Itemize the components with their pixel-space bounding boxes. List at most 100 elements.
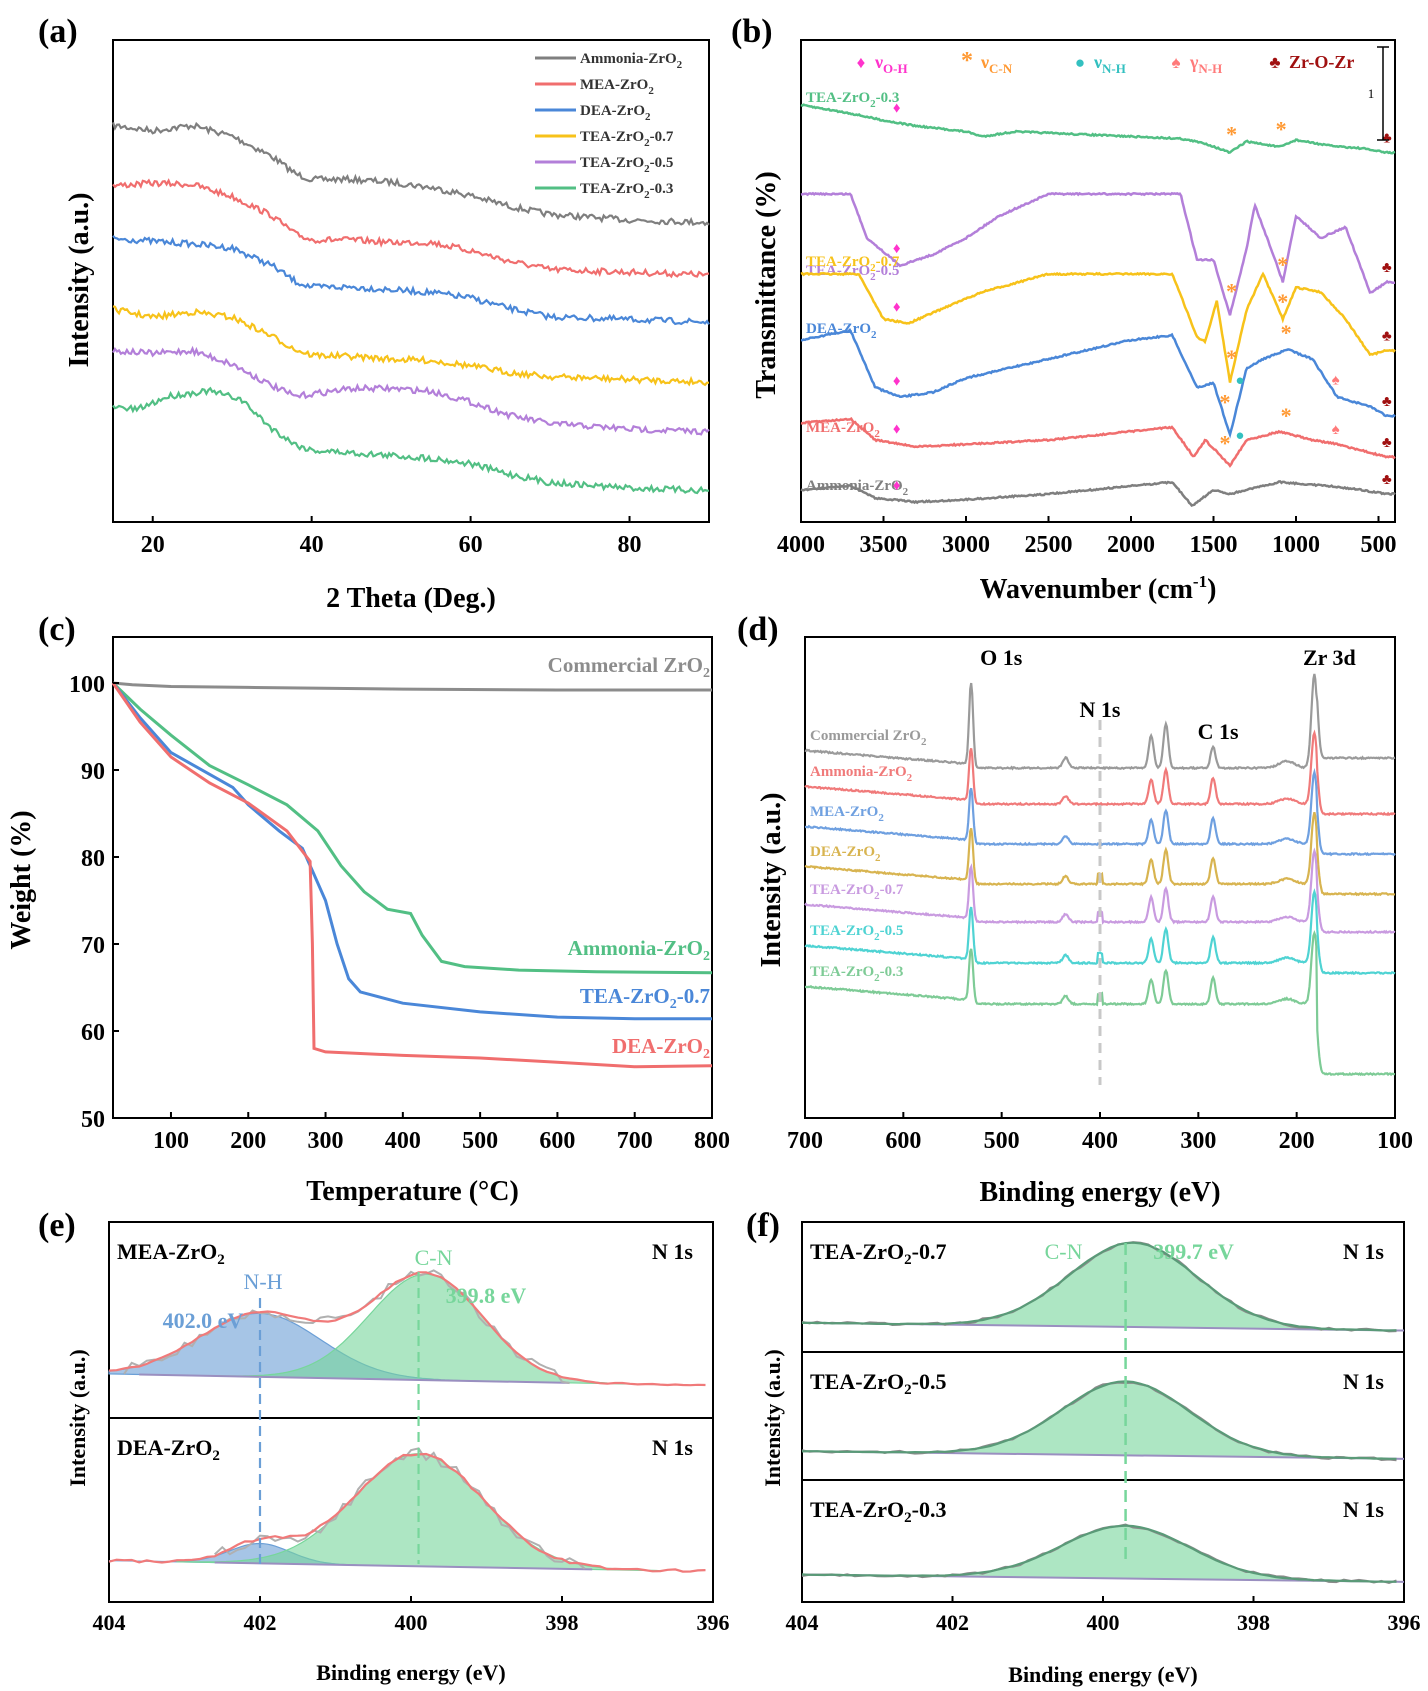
panel-label: (d)	[737, 611, 779, 648]
subplot-region-label: N 1s	[652, 1239, 693, 1264]
fit-envelope-line	[108, 1271, 706, 1387]
xps-survey-line	[804, 729, 1396, 817]
x-tick-label: 398	[546, 1610, 579, 1635]
scale-bar-label: 1	[1368, 86, 1375, 101]
legend-entry: νC-N	[980, 52, 1013, 76]
band-marker: *	[1277, 252, 1288, 277]
band-marker: ♦	[893, 422, 901, 438]
x-tick-label: 500	[984, 1128, 1020, 1154]
x-tick-label: 400	[1087, 1610, 1120, 1635]
subplot-sample-label: DEA-ZrO2	[117, 1435, 220, 1464]
tga-series-line	[111, 682, 713, 1069]
x-tick-label: 3500	[860, 532, 908, 558]
band-marker: ♣	[1382, 260, 1392, 276]
peak-annotation: C-N	[1045, 1239, 1083, 1264]
panel-label: (e)	[38, 1207, 76, 1244]
series-label: Ammonia-ZrO2	[806, 478, 909, 498]
xrd-series-line	[111, 121, 710, 227]
band-marker: ♦	[893, 478, 901, 494]
subplot-sample-label: TEA-ZrO2-0.5	[810, 1369, 946, 1398]
band-marker: *	[1220, 430, 1231, 455]
y-axis-title: Intensity (a.u.)	[64, 192, 95, 367]
peak-label: Zr 3d	[1303, 645, 1356, 670]
series-label: DEA-ZrO2	[810, 844, 881, 864]
y-tick-label: 70	[81, 933, 105, 959]
peak-annotation: C-N	[415, 1245, 453, 1270]
fit-envelope-line	[801, 1524, 1397, 1583]
series-label: TEA-ZrO2-0.7	[806, 254, 900, 274]
xrd-series-line	[112, 305, 709, 387]
band-marker: ♦	[893, 374, 901, 390]
x-axis-title: Binding energy (eV)	[1008, 1662, 1197, 1687]
series-label: TEA-ZrO2-0.7	[810, 882, 904, 902]
x-tick-label: 500	[462, 1128, 498, 1154]
ftir-series-line	[800, 191, 1395, 316]
x-tick-label: 400	[395, 1610, 428, 1635]
xrd-series-line	[112, 345, 710, 436]
y-axis-title: Weight (%)	[6, 810, 37, 949]
x-axis-title: Wavenumber (cm-1)	[980, 572, 1217, 605]
y-tick-label: 50	[81, 1107, 105, 1133]
band-marker: ●	[1235, 428, 1244, 444]
legend-symbol: ●	[1075, 53, 1085, 72]
subplot-sample-label: TEA-ZrO2-0.3	[810, 1497, 946, 1526]
x-axis-title: 2 Theta (Deg.)	[326, 583, 496, 614]
series-label: TEA-ZrO2-0.5	[810, 923, 903, 943]
x-axis-title: Temperature (°C)	[306, 1176, 519, 1207]
tga-series-line	[112, 681, 712, 692]
band-marker: ♣	[1382, 472, 1392, 488]
x-tick-label: 400	[1082, 1128, 1118, 1154]
x-tick-label: 3000	[942, 532, 990, 558]
peak-annotation: N-H	[243, 1269, 282, 1294]
band-marker: ♠	[1332, 422, 1340, 438]
x-tick-label: 400	[385, 1128, 421, 1154]
x-tick-label: 60	[459, 532, 483, 558]
panel-a-frame	[112, 39, 710, 523]
fit-envelope-line	[801, 1380, 1397, 1460]
legend-symbol: ♣	[1269, 53, 1280, 72]
series-label: MEA-ZrO2	[810, 804, 884, 824]
subplot-sample-label: TEA-ZrO2-0.7	[810, 1239, 946, 1268]
legend-entry: TEA-ZrO2-0.5	[580, 155, 673, 175]
subplot-region-label: N 1s	[1343, 1369, 1384, 1394]
x-tick-label: 300	[308, 1128, 344, 1154]
legend-entry: νN-H	[1093, 52, 1126, 76]
peak-energy-annotation: 399.8 eV	[446, 1283, 527, 1308]
band-marker: ♠	[1332, 372, 1340, 388]
peak-energy-annotation: 399.7 eV	[1153, 1239, 1234, 1264]
legend-symbol: ♠	[1171, 53, 1180, 72]
fitted-peak-area	[891, 1242, 1374, 1331]
band-marker: ♣	[1382, 131, 1392, 147]
peak-label: O 1s	[980, 645, 1023, 670]
y-tick-label: 90	[81, 759, 105, 785]
series-label: DEA-ZrO2	[806, 321, 877, 341]
x-tick-label: 1500	[1190, 532, 1238, 558]
series-label: Ammonia-ZrO2	[810, 764, 913, 784]
legend-entry: γN-H	[1189, 52, 1222, 76]
ftir-series-line	[800, 271, 1396, 383]
legend-entry: νO-H	[874, 52, 908, 76]
subplot-region-label: N 1s	[652, 1435, 693, 1460]
x-tick-label: 2000	[1107, 532, 1155, 558]
y-tick-label: 100	[69, 672, 105, 698]
band-marker: *	[1277, 289, 1288, 314]
panel-label: (a)	[38, 13, 78, 50]
band-marker: *	[1226, 121, 1237, 146]
band-marker: *	[1281, 403, 1292, 428]
panel-label: (f)	[746, 1207, 780, 1244]
xps-survey-line	[804, 673, 1396, 771]
x-axis-title: Binding energy (eV)	[316, 1660, 505, 1685]
fit-envelope-line	[108, 1452, 706, 1573]
band-marker: *	[1226, 278, 1237, 303]
panel-label: (b)	[731, 13, 773, 50]
ftir-series-line	[800, 103, 1396, 155]
xrd-series-line	[112, 178, 710, 279]
legend-entry: TEA-ZrO2-0.3	[580, 181, 673, 201]
xps-survey-line	[804, 888, 1396, 976]
ftir-series-line	[800, 417, 1396, 468]
x-axis-title: Binding energy (eV)	[979, 1177, 1220, 1208]
band-marker: ♣	[1382, 394, 1392, 410]
x-tick-label: 800	[694, 1128, 730, 1154]
x-tick-label: 20	[141, 532, 165, 558]
